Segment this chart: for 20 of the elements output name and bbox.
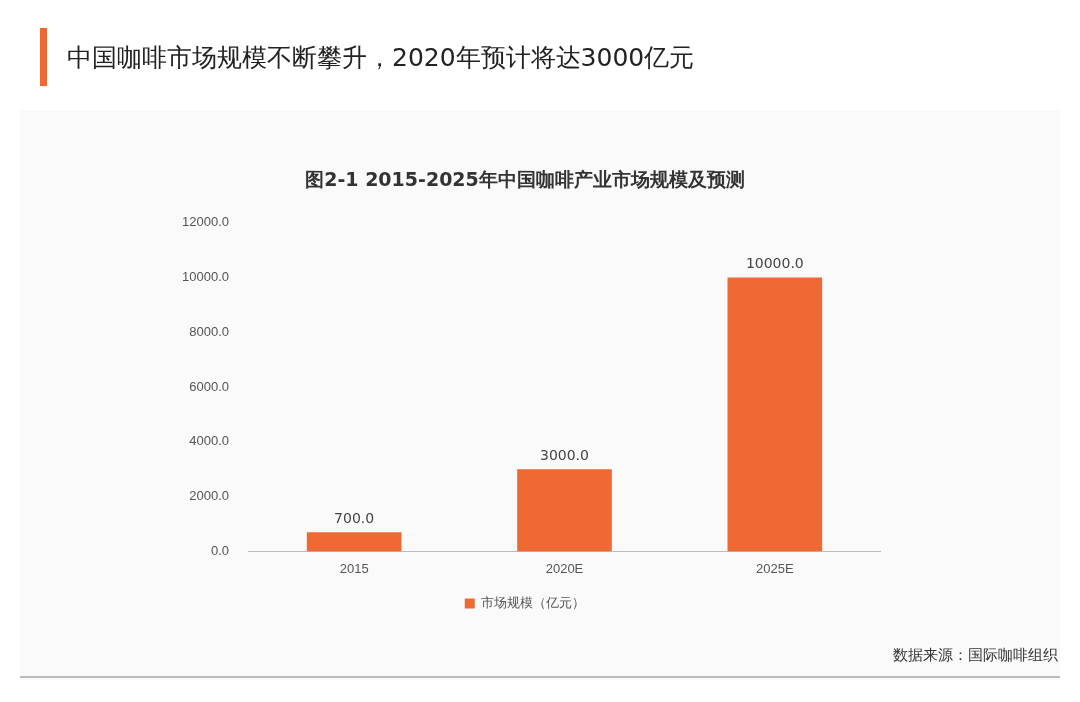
y-tick-label: 0.0 — [210, 542, 229, 558]
x-tick-label: 2025E — [756, 560, 794, 576]
x-tick-label: 2020E — [545, 560, 584, 576]
y-tick-label: 12000.0 — [181, 214, 229, 230]
source-note: 数据来源：国际咖啡组织 — [893, 646, 1058, 665]
legend-label: 市场规模（亿元） — [481, 595, 586, 611]
chart-subtitle: 图2-1 2015-2025年中国咖啡产业市场规模及预测 — [305, 168, 745, 191]
x-tick-label: 2015 — [339, 560, 369, 576]
y-tick-label: 10000.0 — [181, 269, 229, 285]
data-label: 700.0 — [334, 509, 375, 526]
y-tick-label: 2000.0 — [189, 488, 229, 504]
bar — [517, 469, 612, 552]
y-tick-label: 4000.0 — [189, 433, 229, 449]
bar — [306, 532, 402, 552]
y-tick-label: 8000.0 — [189, 323, 229, 339]
data-label: 10000.0 — [745, 255, 804, 272]
bar — [727, 277, 823, 552]
chart-title: 中国咖啡市场规模不断攀升，2020年预计将达3000亿元 — [67, 41, 695, 74]
y-tick-label: 6000.0 — [189, 378, 229, 394]
data-label: 3000.0 — [540, 446, 589, 463]
